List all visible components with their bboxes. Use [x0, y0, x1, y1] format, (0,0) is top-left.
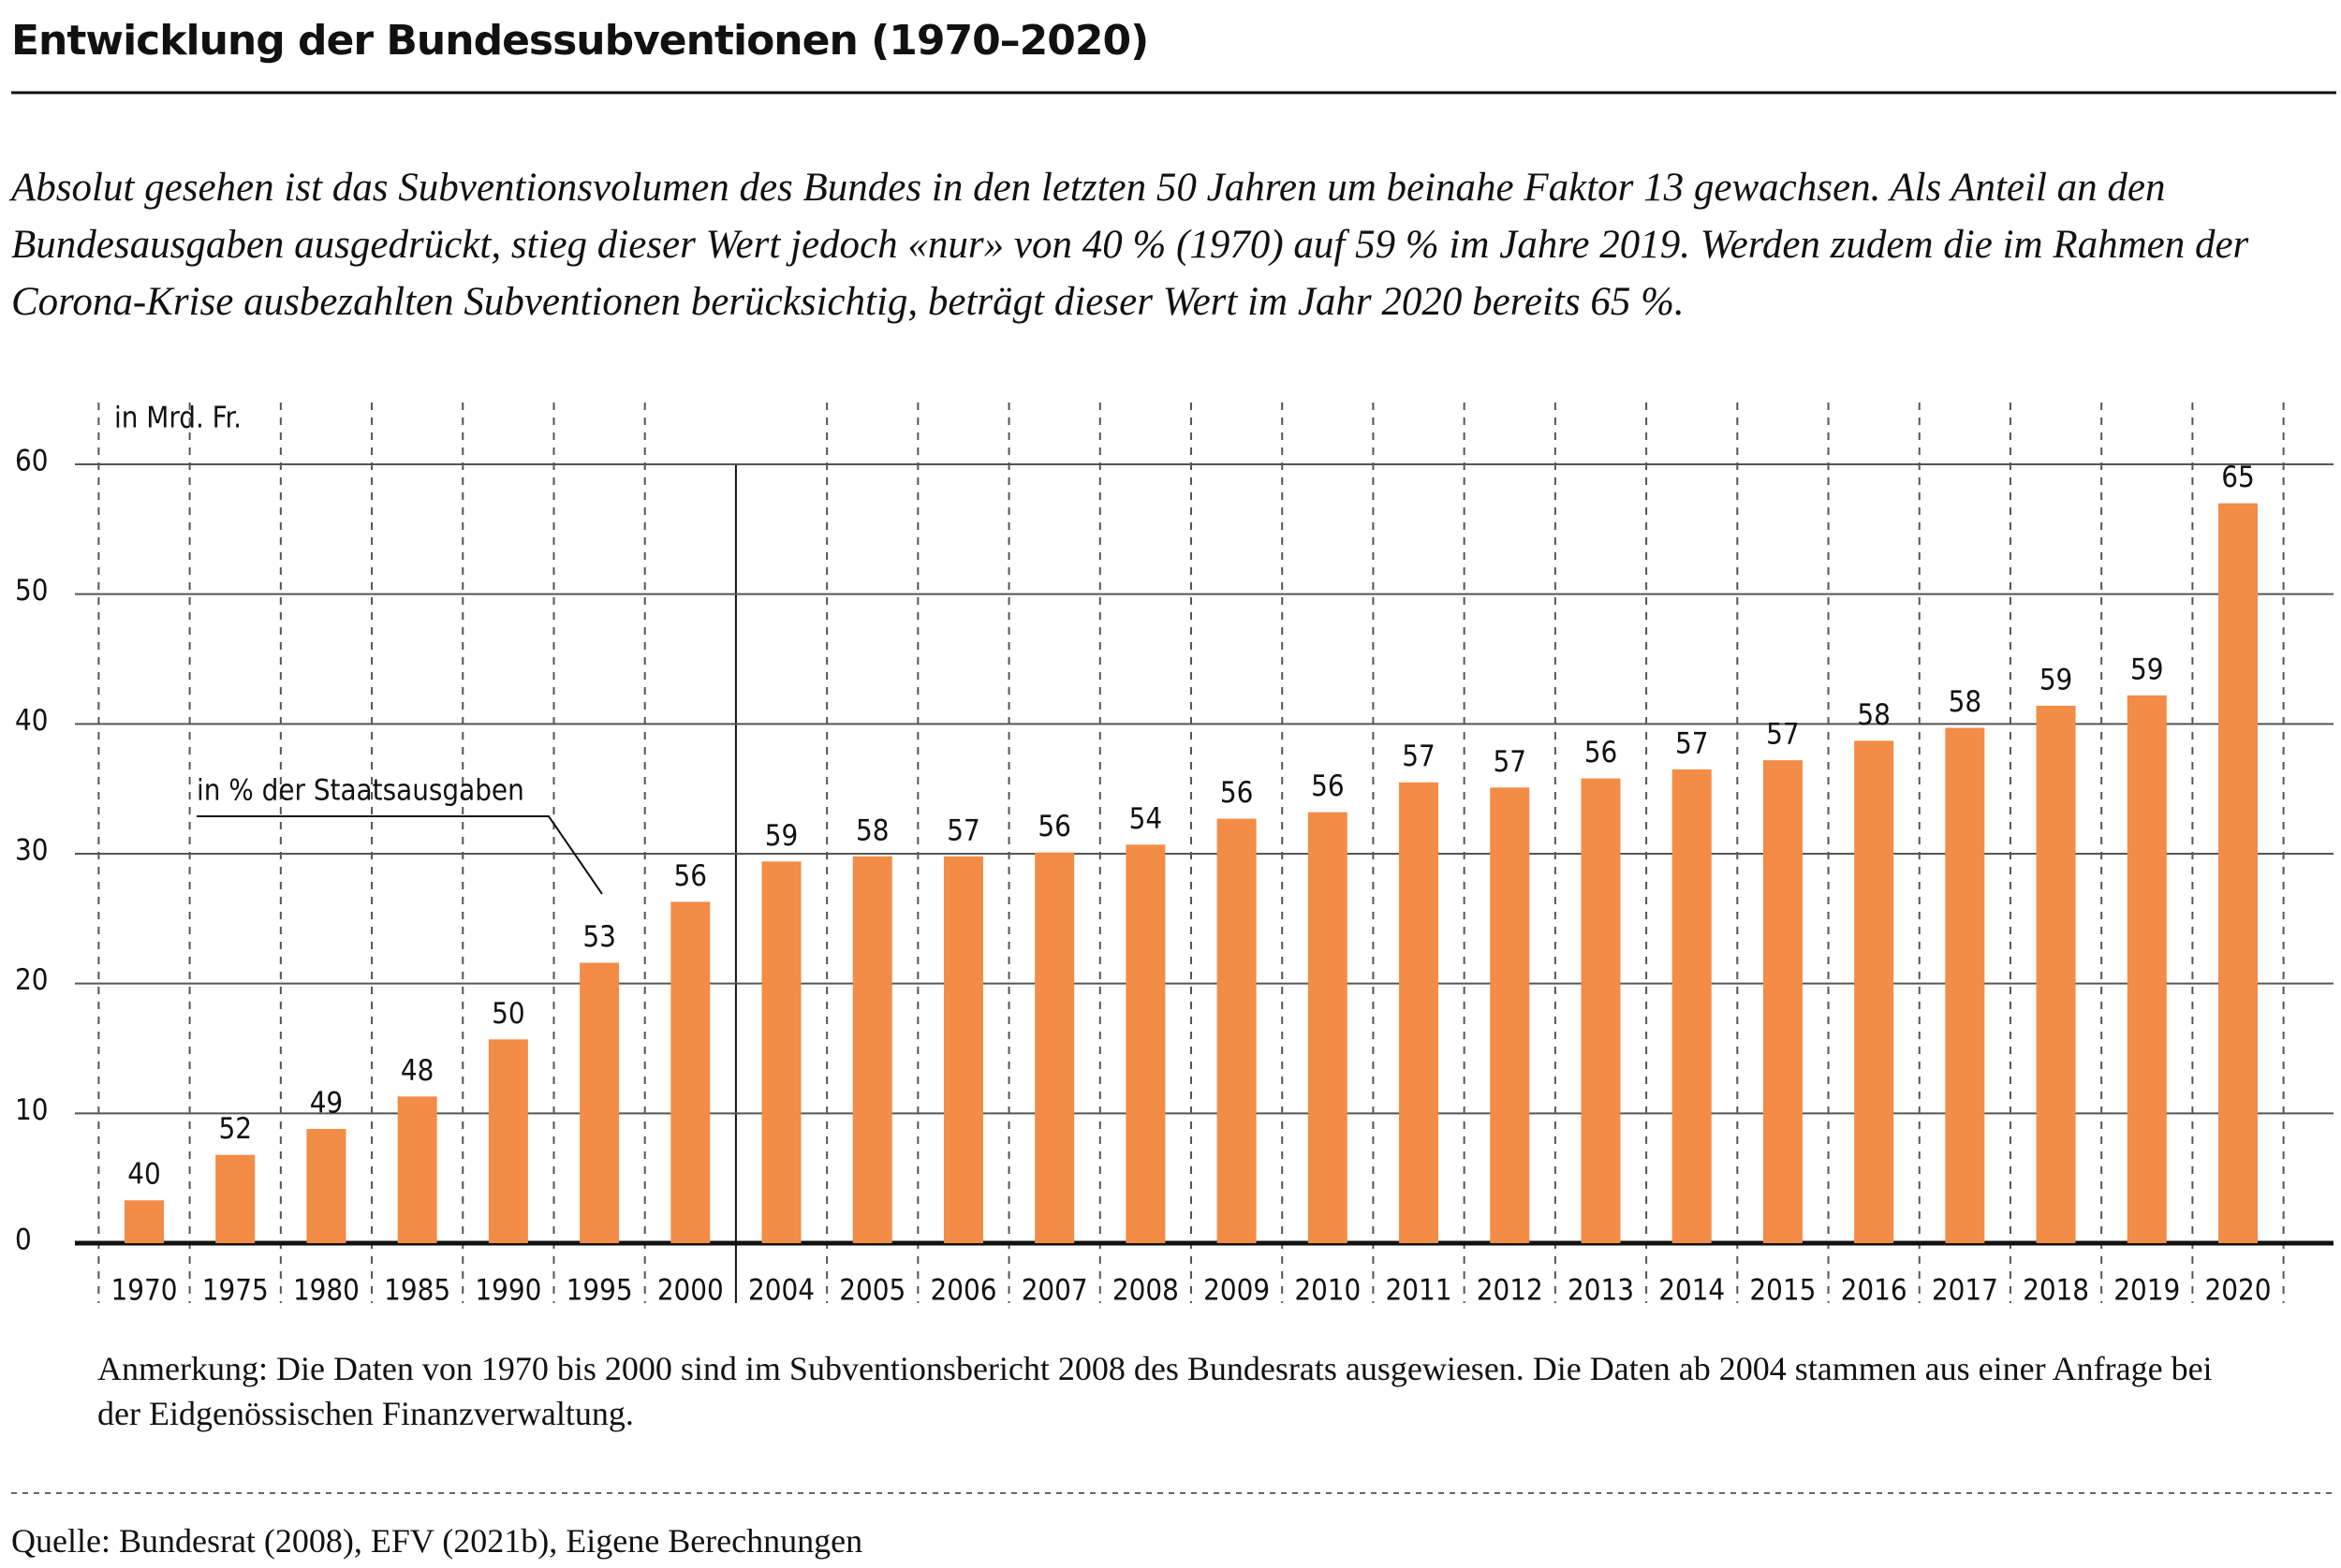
bar [2218, 503, 2258, 1243]
bar [943, 856, 983, 1243]
x-tick-label: 2018 [2023, 1274, 2089, 1308]
x-tick-label: 2006 [930, 1274, 996, 1308]
bar [1399, 782, 1439, 1243]
x-tick-label: 2005 [839, 1274, 905, 1308]
x-tick-label: 2016 [1841, 1274, 1907, 1308]
share-label: 52 [218, 1112, 251, 1146]
bar [1216, 818, 1257, 1243]
x-tick-label: 2009 [1203, 1274, 1270, 1308]
share-label: 57 [1766, 718, 1799, 752]
y-tick-label: 10 [15, 1093, 48, 1127]
bar [1307, 812, 1347, 1243]
bar [1035, 852, 1075, 1243]
bar [580, 962, 620, 1243]
x-tick-label: 2020 [2205, 1274, 2272, 1308]
bar [1854, 740, 1894, 1243]
y-axis-label: in Mrd. Fr. [114, 402, 242, 435]
share-label: 57 [1494, 745, 1526, 779]
x-tick-label: 2000 [657, 1274, 724, 1308]
source: Quelle: Bundesrat (2008), EFV (2021b), E… [11, 1522, 863, 1560]
y-tick-label: 60 [15, 445, 48, 478]
x-tick-label: 2017 [1932, 1274, 1998, 1308]
bar [761, 861, 802, 1243]
x-tick-label: 2011 [1386, 1274, 1452, 1308]
bar [397, 1096, 437, 1243]
y-tick-label: 40 [15, 704, 48, 738]
share-label: 56 [1220, 776, 1253, 810]
share-label: 56 [1311, 769, 1344, 803]
x-tick-label: 2014 [1658, 1274, 1725, 1308]
share-label: 56 [1038, 810, 1070, 843]
bar [1945, 727, 1985, 1243]
x-tick-label: 2019 [2113, 1274, 2180, 1308]
share-label: 59 [765, 819, 798, 853]
x-tick-label: 2004 [748, 1274, 815, 1308]
bar [1126, 844, 1166, 1243]
bar [125, 1200, 164, 1243]
bar [1490, 787, 1530, 1243]
bar [2127, 695, 2167, 1243]
bar [215, 1154, 256, 1243]
share-label: 65 [2221, 461, 2254, 494]
share-label: 48 [401, 1054, 434, 1088]
x-tick-label: 2012 [1477, 1274, 1543, 1308]
bar [488, 1039, 528, 1243]
share-label: 57 [1675, 726, 1708, 760]
share-label: 59 [2039, 663, 2072, 696]
share-label: 49 [310, 1086, 343, 1120]
x-tick-label: 1990 [475, 1274, 541, 1308]
note: Anmerkung: Die Daten von 1970 bis 2000 s… [97, 1350, 2213, 1432]
y-tick-label: 0 [15, 1224, 32, 1257]
x-tick-label: 1985 [384, 1274, 450, 1308]
y-tick-label: 30 [15, 834, 48, 868]
x-tick-label: 1975 [202, 1274, 269, 1308]
share-label: 40 [127, 1158, 160, 1192]
x-tick-label: 2015 [1749, 1274, 1816, 1308]
leader-line [197, 815, 603, 895]
y-tick-label: 20 [15, 963, 48, 997]
share-label: 54 [1129, 802, 1162, 836]
bar [1581, 778, 1621, 1243]
share-label: 57 [1402, 740, 1435, 773]
share-label: 53 [582, 920, 615, 954]
x-tick-label: 1995 [567, 1274, 633, 1308]
y-tick-label: 50 [15, 574, 48, 608]
bar [852, 856, 892, 1243]
chart-title: Entwicklung der Bundessubventionen (1970… [11, 17, 1149, 65]
x-tick-label: 1980 [293, 1274, 360, 1308]
share-label: 58 [1949, 685, 1981, 719]
x-tick-label: 1970 [111, 1274, 178, 1308]
share-label: 59 [2130, 652, 2163, 686]
bar [2036, 705, 2076, 1243]
share-label: 50 [492, 997, 524, 1031]
x-tick-label: 2013 [1568, 1274, 1634, 1308]
share-label: 58 [1857, 698, 1890, 732]
bar [1762, 760, 1803, 1243]
share-label: 56 [1584, 736, 1617, 769]
share-annotation: in % der Staatsausgaben [197, 774, 524, 808]
bar [306, 1128, 346, 1243]
x-tick-label: 2008 [1112, 1274, 1179, 1308]
bar [1671, 769, 1712, 1243]
share-label: 56 [674, 859, 707, 893]
bar [670, 901, 711, 1243]
share-label: 58 [856, 813, 889, 847]
chart-subtitle: Absolut gesehen ist das Subventionsvolum… [11, 166, 2249, 324]
share-label: 57 [947, 813, 979, 847]
x-tick-label: 2010 [1294, 1274, 1361, 1308]
x-tick-label: 2007 [1022, 1274, 1088, 1308]
